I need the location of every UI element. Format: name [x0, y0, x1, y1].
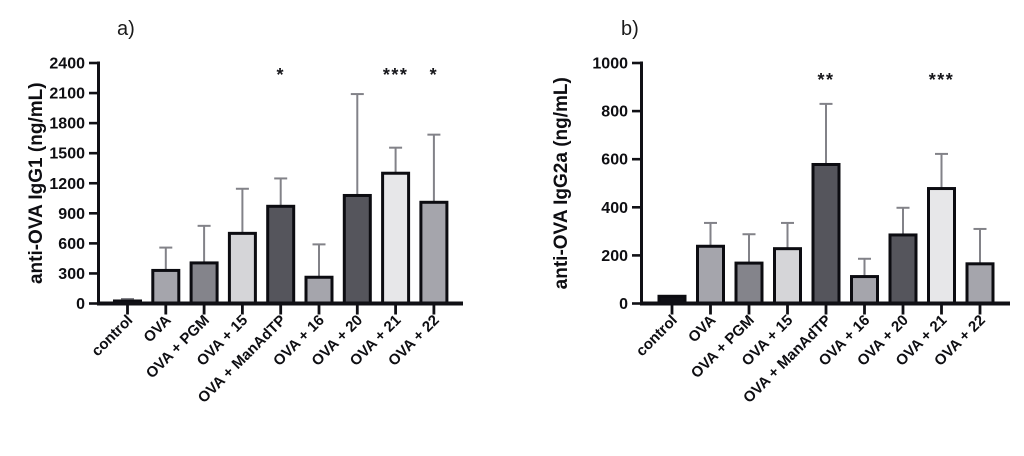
significance-stars: *** — [929, 70, 955, 90]
y-tick-label: 2400 — [49, 56, 85, 73]
significance-stars: *** — [383, 65, 409, 85]
bar-ova-manadtp — [811, 162, 841, 305]
y-tick-label: 900 — [58, 206, 85, 223]
significance-stars: * — [276, 65, 285, 85]
y-tick-label: 1500 — [49, 146, 85, 163]
y-tick-label: 200 — [601, 248, 628, 265]
bar-ova-15 — [227, 231, 257, 306]
x-tick-label: control — [88, 312, 136, 360]
y-tick-label: 1800 — [49, 116, 85, 133]
y-tick-label: 600 — [601, 152, 628, 169]
bar-ova-22 — [419, 200, 449, 305]
y-tick-label: 0 — [76, 296, 85, 313]
panel-label-b: b) — [621, 18, 639, 40]
panel-label-a: a) — [117, 18, 135, 40]
x-tick-label: OVA — [140, 312, 174, 346]
y-tick-label: 0 — [619, 296, 628, 313]
bar-ova-22 — [965, 262, 995, 306]
x-tick-label: OVA — [685, 312, 719, 346]
bar-ova-16 — [304, 275, 334, 306]
x-tick-label: control — [633, 312, 681, 360]
y-axis-title: anti-OVA IgG2a (ng/mL) — [551, 77, 572, 289]
y-tick-label: 1000 — [592, 56, 628, 73]
y-tick-label: 400 — [601, 200, 628, 217]
y-tick-label: 300 — [58, 266, 85, 283]
y-tick-label: 800 — [601, 104, 628, 121]
chart-anti-ova-igg1: 0 300 600 900 1200 1500 1800 2100 2400 control OVA… — [26, 56, 463, 407]
significance-stars: * — [430, 65, 439, 85]
y-tick-label: 600 — [58, 236, 85, 253]
bar-ova-20 — [342, 193, 372, 305]
y-tick-label: 1200 — [49, 176, 85, 193]
bar-ova-20 — [888, 233, 918, 306]
bar-ova — [151, 268, 181, 305]
bar-ova-pgm — [734, 261, 764, 306]
y-tick-label: 2100 — [49, 86, 85, 103]
bar-ova-manadtp — [266, 204, 296, 305]
bar-ova-21 — [927, 187, 956, 305]
significance-stars: ** — [817, 70, 834, 90]
bar-ova-15 — [773, 247, 802, 305]
bar-ova-21 — [381, 171, 411, 305]
bar-ova-16 — [850, 275, 879, 305]
y-axis-title: anti-OVA IgG1 (ng/mL) — [26, 82, 47, 284]
bar-ova — [696, 244, 725, 305]
bar-ova-pgm — [189, 261, 219, 305]
